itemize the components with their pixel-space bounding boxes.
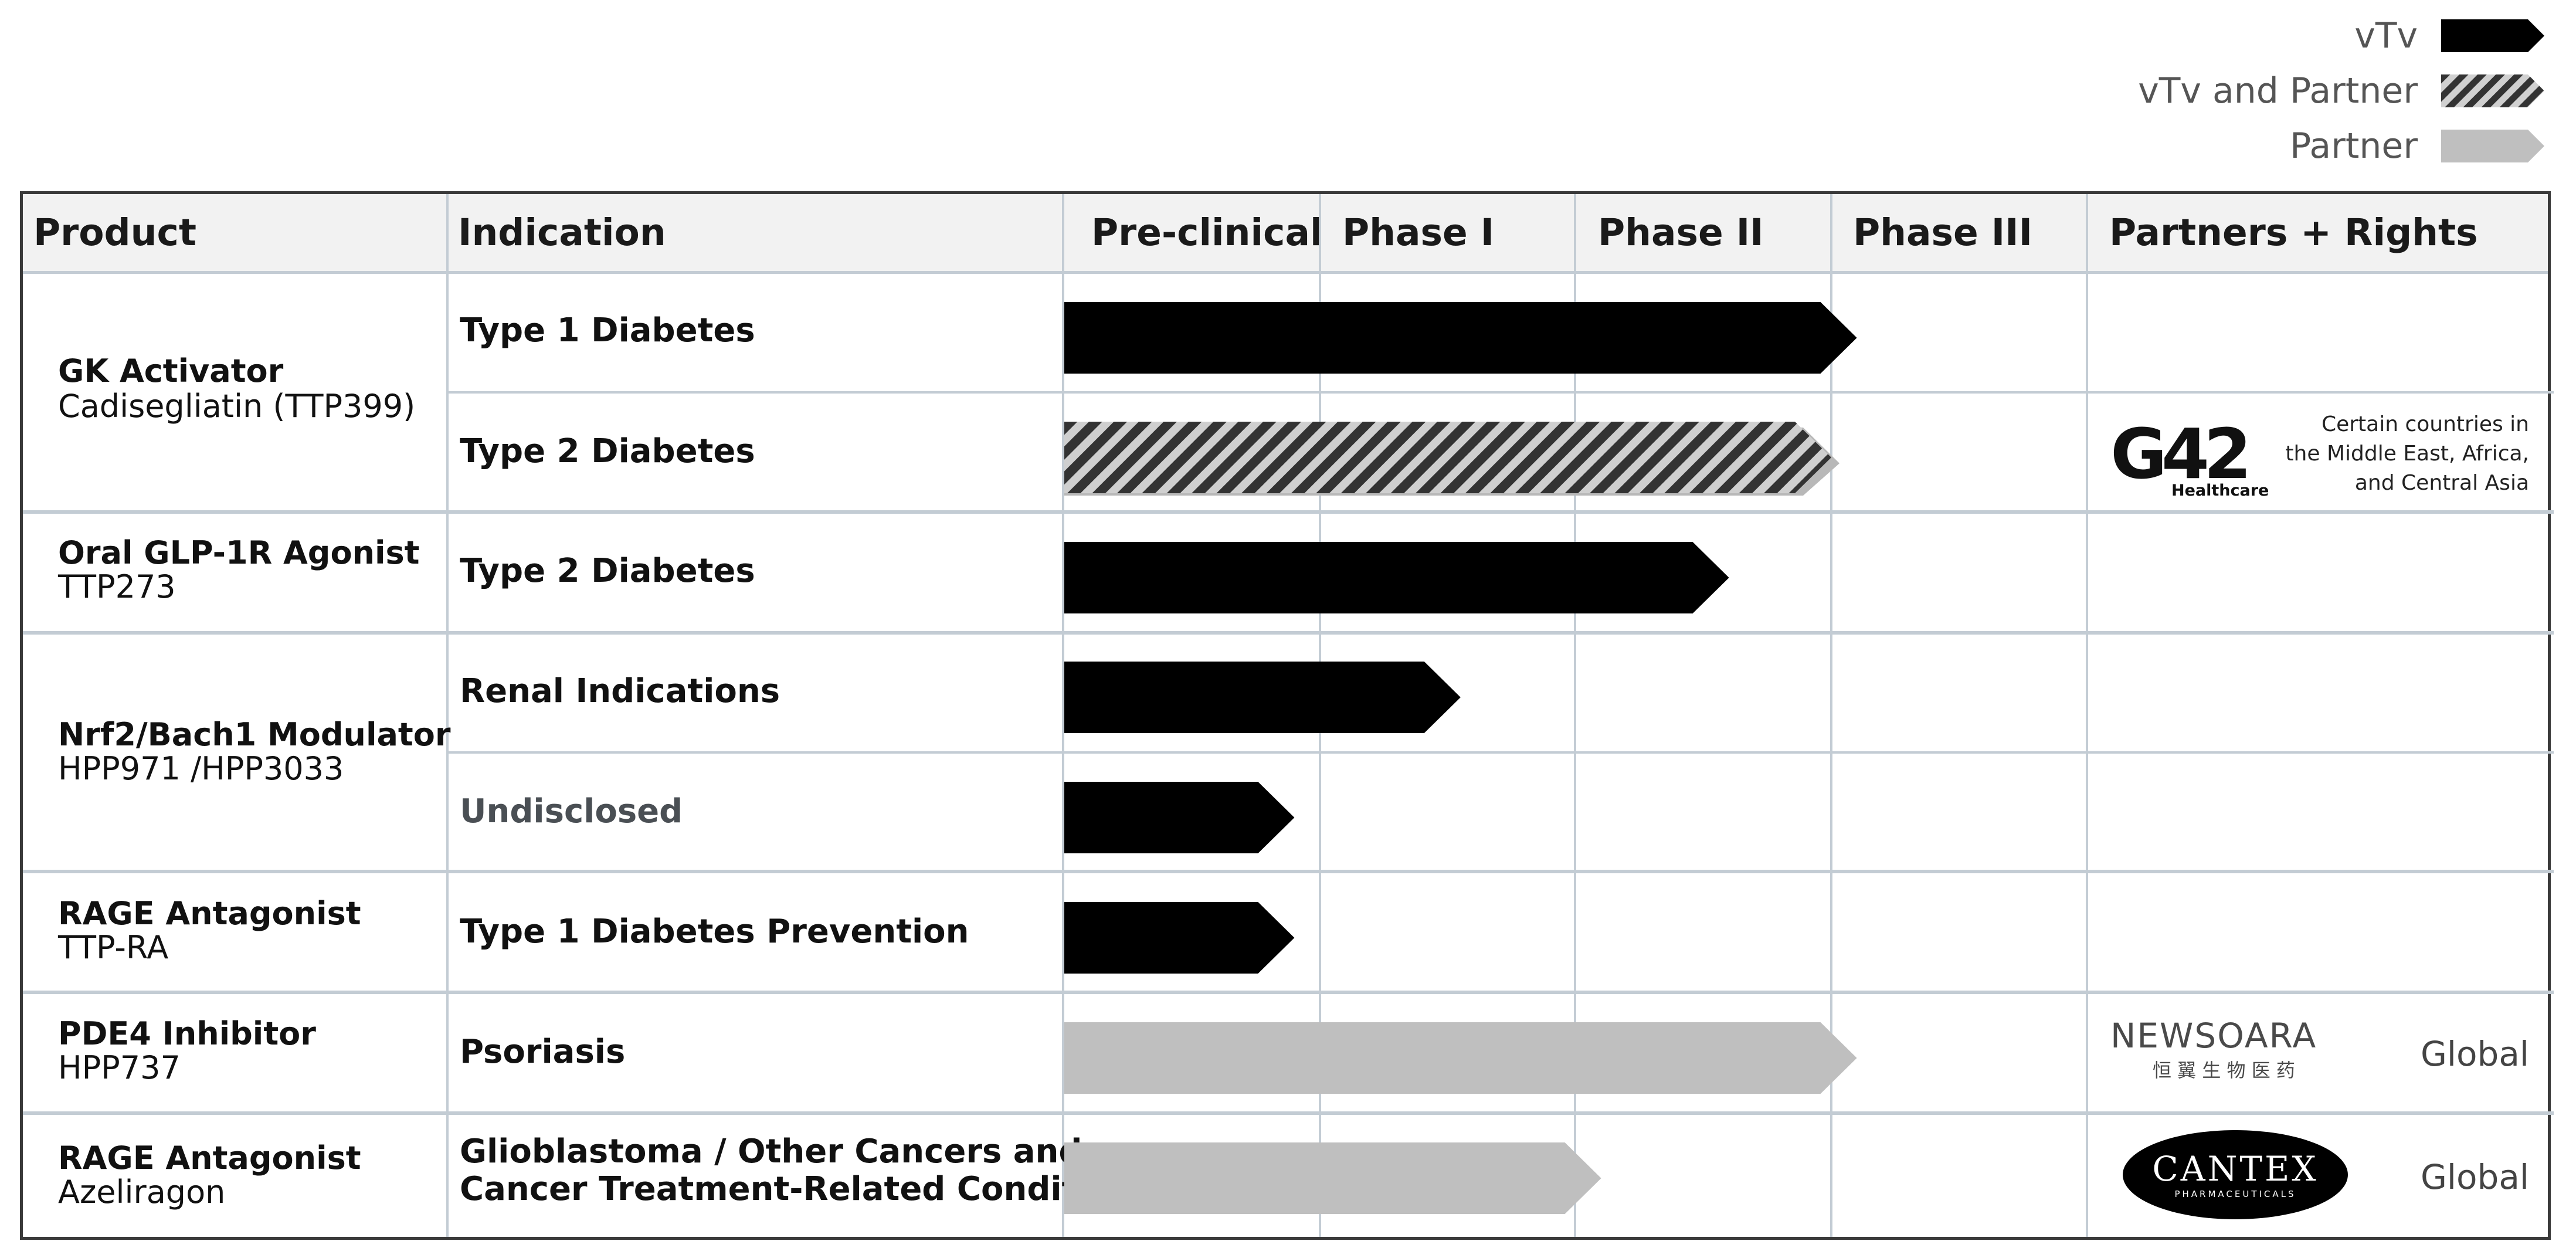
product-separator [23,870,2554,873]
rights-line: Certain countries in [2321,412,2529,436]
header-partners: Partners + Rights [2109,211,2478,254]
svg-text:恒 翼 生 物 医 药: 恒 翼 生 物 医 药 [2153,1059,2295,1081]
newsoara-logo: NEWSOARA 恒 翼 生 物 医 药 [2110,1016,2317,1081]
legend: vTv vTv and Partner Partner [2138,8,2544,174]
legend-swatch-solid [2441,19,2544,52]
svg-text:G42: G42 [2110,421,2246,494]
grid-line [446,194,449,1237]
header-phase-1: Phase I [1342,211,1495,254]
indication-label: Glioblastoma / Other Cancers and [460,1132,1082,1171]
progress-bar [1064,542,1729,613]
product-name: RAGE Antagonist [58,895,361,932]
legend-label: vTv [2354,15,2418,56]
rights-line: the Middle East, Africa, [2285,442,2529,466]
header-indication: Indication [458,211,666,254]
rights-newsoara: Global [2420,1034,2529,1074]
product-code: HPP971 /HPP3033 [58,750,344,787]
cantex-logo: CANTEX PHARMACEUTICALS [2123,1130,2348,1219]
pipeline-table: Product Indication Pre-clinical Phase I … [20,191,2554,1240]
legend-item-partner: Partner [2138,118,2544,174]
grid-line [1830,194,1832,1237]
rights-cantex: Global [2420,1157,2529,1197]
progress-bar [1064,1022,1857,1094]
grid-line [1062,194,1064,1237]
g42-logo: G42 Healthcare [2110,421,2269,500]
product-code: Azeliragon [58,1174,226,1210]
product-code: Cadisegliatin (TTP399) [58,388,416,425]
product-code: HPP737 [58,1049,181,1086]
legend-swatch-hatched [2441,74,2544,107]
grid-line [1574,194,1576,1237]
legend-swatch-gray [2441,130,2544,162]
header-product: Product [33,211,196,254]
indication-label: Type 1 Diabetes [460,311,755,350]
indication-label: Cancer Treatment-Related Conditions [460,1170,1155,1208]
progress-bars [1064,302,1857,1214]
indication-label: Type 2 Diabetes [460,432,755,470]
product-name: PDE4 Inhibitor [58,1015,316,1052]
rights-text-g42: Certain countries in the Middle East, Af… [2285,410,2529,498]
product-separator [23,510,2554,514]
svg-text:CANTEX: CANTEX [2152,1149,2318,1189]
svg-text:NEWSOARA: NEWSOARA [2110,1016,2317,1056]
svg-text:PHARMACEUTICALS: PHARMACEUTICALS [2174,1189,2296,1199]
row-separator [446,751,2554,754]
header-preclinical: Pre-clinical [1091,211,1323,254]
product-code: TTP-RA [58,929,169,966]
row-separator [446,391,2554,394]
legend-item-vtv-partner: vTv and Partner [2138,63,2544,118]
legend-item-vtv: vTv [2138,8,2544,63]
progress-bar [1064,302,1857,374]
grid-line [2086,194,2088,1237]
progress-bar [1064,902,1295,974]
progress-bar [1064,782,1295,853]
indication-label: Type 1 Diabetes Prevention [460,913,969,951]
progress-bar [1064,1142,1601,1214]
legend-label: vTv and Partner [2138,70,2418,111]
legend-label: Partner [2289,126,2418,167]
product-name: RAGE Antagonist [58,1140,361,1176]
header-phase-2: Phase II [1598,211,1764,254]
indication-label: Type 2 Diabetes [460,552,755,590]
product-name: Oral GLP-1R Agonist [58,534,420,571]
indication-label: Undisclosed [460,792,683,830]
product-code: TTP273 [58,568,176,605]
table-header: Product Indication Pre-clinical Phase I … [23,194,2548,274]
header-phase-3: Phase III [1853,211,2033,254]
product-separator [23,1111,2554,1115]
product-separator [23,991,2554,994]
rights-line: and Central Asia [2354,471,2529,495]
indication-label: Renal Indications [460,672,780,710]
product-separator [23,631,2554,635]
progress-bar [1064,422,1831,493]
product-name: Nrf2/Bach1 Modulator [58,716,451,753]
product-name: GK Activator [58,352,284,389]
progress-bar [1064,662,1461,733]
svg-text:Healthcare: Healthcare [2171,482,2269,500]
indication-label: Psoriasis [460,1033,626,1071]
